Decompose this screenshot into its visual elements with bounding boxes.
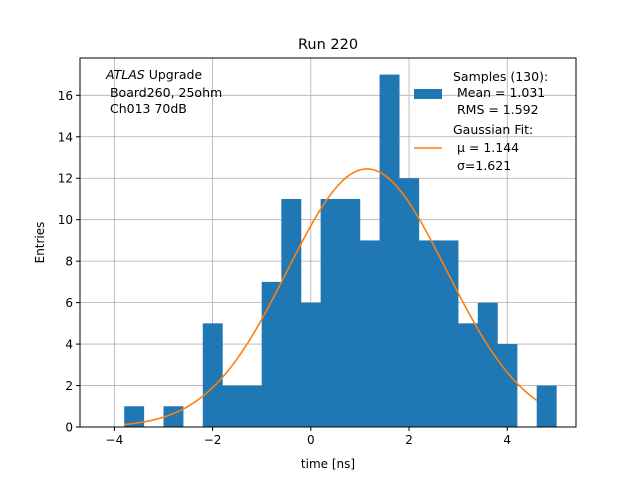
histogram-bar bbox=[536, 385, 557, 427]
y-tick-label: 12 bbox=[58, 172, 73, 186]
x-axis-ticks: −4 −2 0 2 4 bbox=[106, 427, 511, 447]
annotation-line-3: Ch013 70dB bbox=[106, 101, 187, 116]
x-tick-label: −4 bbox=[106, 433, 124, 447]
histogram-bar bbox=[438, 240, 459, 427]
legend-histogram-swatch bbox=[414, 89, 442, 99]
legend-fit-line-1: Gaussian Fit: bbox=[453, 122, 533, 137]
y-axis-label: Entries bbox=[33, 222, 47, 264]
annotation-text: ATLAS Upgrade Board260, 25ohm Ch013 70dB bbox=[105, 67, 222, 116]
y-tick-label: 0 bbox=[65, 421, 73, 435]
legend-fit-line-3: σ=1.621 bbox=[453, 158, 511, 173]
gaussian-fit-curve bbox=[124, 168, 538, 426]
histogram-bar bbox=[281, 198, 302, 427]
histogram-bar bbox=[340, 198, 361, 427]
histogram-bar bbox=[242, 385, 263, 427]
x-tick-label: 2 bbox=[405, 433, 413, 447]
histogram-bar bbox=[124, 406, 145, 427]
annotation-line-2: Board260, 25ohm bbox=[106, 85, 222, 100]
histogram-bar bbox=[399, 178, 420, 427]
annotation-line-1: ATLAS Upgrade bbox=[105, 67, 202, 82]
chart-title: Run 220 bbox=[298, 37, 358, 53]
y-tick-label: 8 bbox=[65, 255, 73, 269]
annotation-italic: ATLAS bbox=[105, 67, 145, 82]
y-tick-label: 10 bbox=[58, 213, 73, 227]
legend-fit-line-2: μ = 1.144 bbox=[453, 140, 519, 155]
histogram-bar bbox=[320, 198, 341, 427]
legend-hist-line-1: Samples (130): bbox=[453, 69, 548, 84]
x-tick-label: −2 bbox=[204, 433, 222, 447]
histogram-bar bbox=[418, 240, 439, 427]
histogram-bar bbox=[359, 240, 380, 427]
histogram-bar bbox=[202, 323, 223, 427]
legend-hist-line-2: Mean = 1.031 bbox=[453, 85, 545, 100]
histogram-bar bbox=[497, 344, 518, 427]
histogram-bar bbox=[458, 323, 479, 427]
x-axis-label: time [ns] bbox=[301, 457, 355, 471]
legend-hist-line-3: RMS = 1.592 bbox=[453, 102, 539, 117]
plot-frame bbox=[79, 57, 577, 428]
x-tick-label: 0 bbox=[307, 433, 315, 447]
histogram-bar bbox=[300, 302, 321, 427]
y-tick-label: 16 bbox=[58, 89, 73, 103]
x-tick-label: 4 bbox=[503, 433, 511, 447]
histogram-bar bbox=[222, 385, 243, 427]
histogram-bar bbox=[477, 302, 498, 427]
y-tick-label: 4 bbox=[65, 338, 73, 352]
histogram-bar bbox=[379, 74, 400, 428]
annotation-line-1-rest: Upgrade bbox=[145, 67, 203, 82]
histogram-bar bbox=[261, 281, 282, 427]
legend: Samples (130): Mean = 1.031 RMS = 1.592 … bbox=[414, 69, 548, 173]
histogram-bars bbox=[124, 74, 557, 428]
y-axis-ticks: 0 2 4 6 8 10 12 14 16 bbox=[58, 89, 80, 435]
y-tick-label: 2 bbox=[65, 379, 73, 393]
y-tick-label: 14 bbox=[58, 130, 73, 144]
y-tick-label: 6 bbox=[65, 296, 73, 310]
